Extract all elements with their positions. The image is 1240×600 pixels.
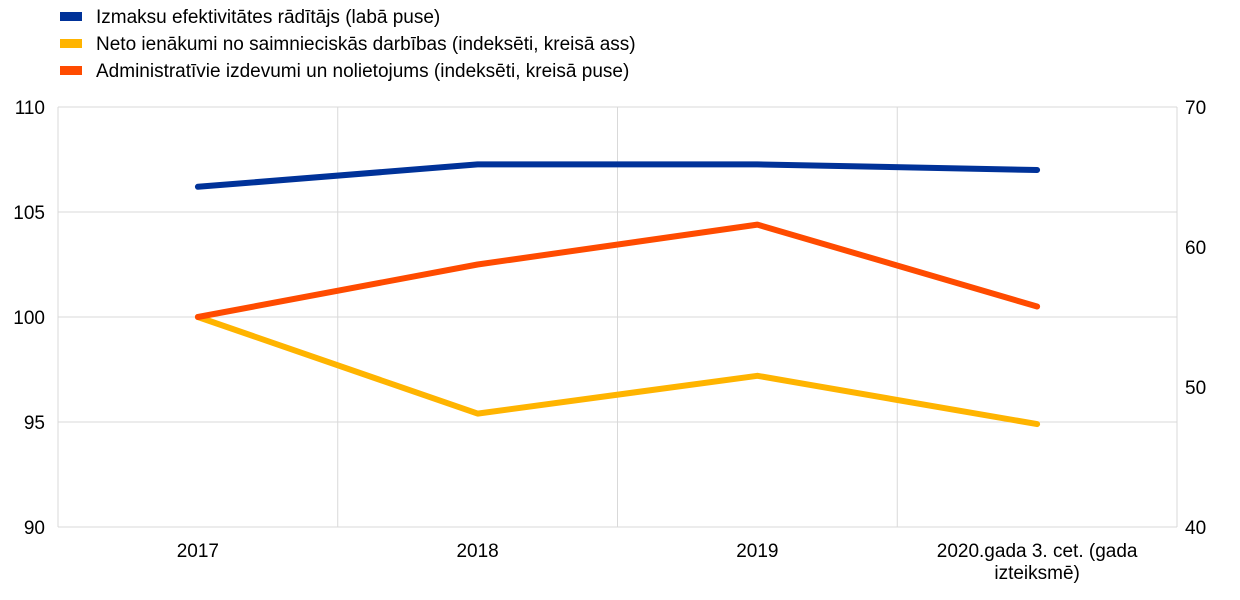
legend-swatch xyxy=(60,12,82,21)
x-tick-label: 2020.gada 3. cet. (gada izteiksmē) xyxy=(937,541,1138,584)
x-tick-label-line: izteiksmē) xyxy=(994,563,1080,584)
x-axis: 2017 2018 2019 2020.gada 3. cet. (gada iztei… xyxy=(177,541,1138,584)
left-tick-label: 110 xyxy=(15,98,45,119)
x-tick-label-line: 2019 xyxy=(736,541,778,562)
legend-label: Izmaksu efektivitātes rādītājs (labā pus… xyxy=(96,7,440,28)
x-tick-label-line: 2017 xyxy=(177,541,219,562)
left-tick-label: 90 xyxy=(24,518,45,539)
right-tick-label: 50 xyxy=(1185,378,1206,399)
legend-label: Neto ienākumi no saimnieciskās darbības … xyxy=(96,34,636,55)
right-tick-label: 60 xyxy=(1185,238,1206,259)
series-lines xyxy=(194,161,1041,428)
right-tick-label: 70 xyxy=(1185,98,1206,119)
left-tick-label: 95 xyxy=(24,413,45,434)
series-line-2 xyxy=(194,221,1041,320)
legend-label: Administratīvie izdevumi un nolietojums … xyxy=(96,61,629,82)
legend: Izmaksu efektivitātes rādītājs (labā pus… xyxy=(60,7,636,82)
legend-swatch xyxy=(60,39,82,48)
x-tick-label: 2018 xyxy=(456,541,498,562)
legend-swatch xyxy=(60,66,82,75)
x-tick-label: 2019 xyxy=(736,541,778,562)
x-tick-label-line: 2018 xyxy=(456,541,498,562)
left-axis: 90 95 100 105 110 xyxy=(13,98,45,539)
series-line-1 xyxy=(194,314,1041,428)
right-axis: 40 50 60 70 xyxy=(1185,98,1206,539)
grid-lines xyxy=(57,106,1178,528)
x-tick-label-line: 2020.gada 3. cet. (gada xyxy=(937,541,1138,562)
series-line-0 xyxy=(194,161,1041,190)
right-tick-label: 40 xyxy=(1185,518,1206,539)
left-tick-label: 100 xyxy=(13,308,45,329)
left-tick-label: 105 xyxy=(13,203,45,224)
x-tick-label: 2017 xyxy=(177,541,219,562)
